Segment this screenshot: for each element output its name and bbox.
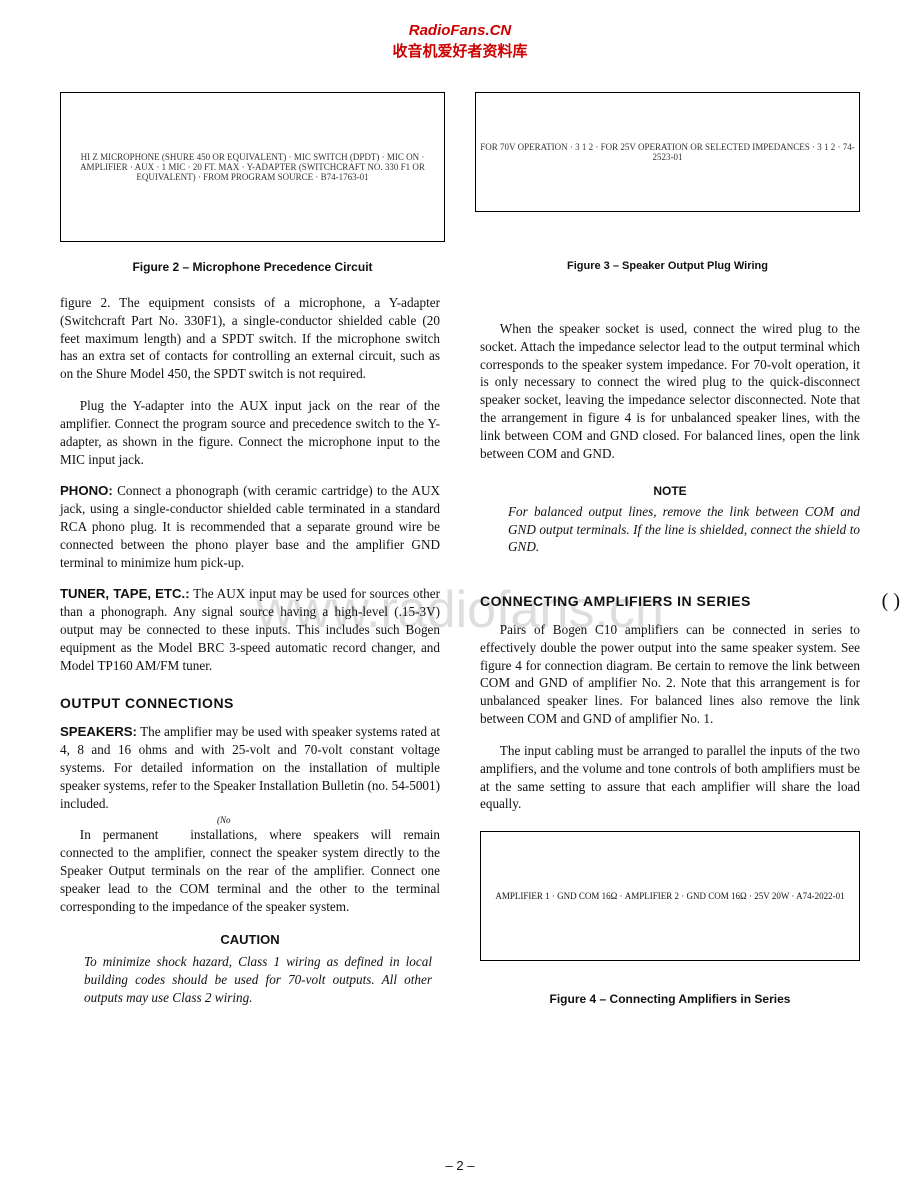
phono-text: Connect a phonograph (with ceramic cartr…: [60, 483, 440, 569]
output-connections-heading: OUTPUT CONNECTIONS: [60, 694, 440, 713]
tuner-label: TUNER, TAPE, ETC.:: [60, 586, 190, 601]
caution-text: To minimize shock hazard, Class 1 wiring…: [60, 953, 440, 1006]
phono-paragraph: PHONO: Connect a phonograph (with cerami…: [60, 482, 440, 571]
figure-4-diagram: AMPLIFIER 1 · GND COM 16Ω · AMPLIFIER 2 …: [480, 831, 860, 961]
note-text: For balanced output lines, remove the li…: [480, 503, 860, 556]
figure-4: AMPLIFIER 1 · GND COM 16Ω · AMPLIFIER 2 …: [480, 831, 860, 1007]
series-p1: Pairs of Bogen C10 amplifiers can be con…: [480, 621, 860, 728]
note-heading: NOTE: [480, 483, 860, 499]
header-watermark: RadioFans.CN 收音机爱好者资料库: [60, 20, 860, 62]
figure-4-caption: Figure 4 – Connecting Amplifiers in Seri…: [480, 991, 860, 1007]
perm-installations: installations,: [170, 826, 257, 844]
caution-heading: CAUTION: [60, 931, 440, 949]
figure-2-diagram: HI Z MICROPHONE (SHURE 450 OR EQUIVALENT…: [60, 92, 445, 242]
figure-3-caption: Figure 3 – Speaker Output Plug Wiring: [567, 260, 768, 272]
series-p2: The input cabling must be arranged to pa…: [480, 742, 860, 813]
figure-3: FOR 70V OPERATION · 3 1 2 · FOR 25V OPER…: [475, 92, 860, 274]
speakers-label: SPEAKERS:: [60, 724, 137, 739]
series-heading: CONNECTING AMPLIFIERS IN SERIES: [480, 592, 860, 611]
figure-2: HI Z MICROPHONE (SHURE 450 OR EQUIVALENT…: [60, 92, 445, 274]
watermark-line1: RadioFans.CN: [60, 20, 860, 41]
right-column: When the speaker socket is used, connect…: [480, 294, 860, 1020]
left-p1: figure 2. The equipment consists of a mi…: [60, 294, 440, 383]
tuner-paragraph: TUNER, TAPE, ETC.: The AUX input may be …: [60, 585, 440, 674]
figure-3-diagram: FOR 70V OPERATION · 3 1 2 · FOR 25V OPER…: [475, 92, 860, 212]
phono-label: PHONO:: [60, 483, 113, 498]
page-number: – 2 –: [0, 1158, 920, 1173]
watermark-line2: 收音机爱好者资料库: [60, 41, 860, 62]
permanent-paragraph: In permanent installations, where speake…: [60, 826, 440, 915]
margin-paren: ( ): [882, 590, 900, 613]
right-p1: When the speaker socket is used, connect…: [480, 320, 860, 463]
left-column: figure 2. The equipment consists of a mi…: [60, 294, 440, 1020]
figure-2-caption: Figure 2 – Microphone Precedence Circuit: [132, 260, 372, 274]
left-p2: Plug the Y-adapter into the AUX input ja…: [60, 397, 440, 468]
perm-pre: In permanent: [80, 827, 171, 842]
speakers-paragraph: SPEAKERS: The amplifier may be used with…: [60, 723, 440, 812]
